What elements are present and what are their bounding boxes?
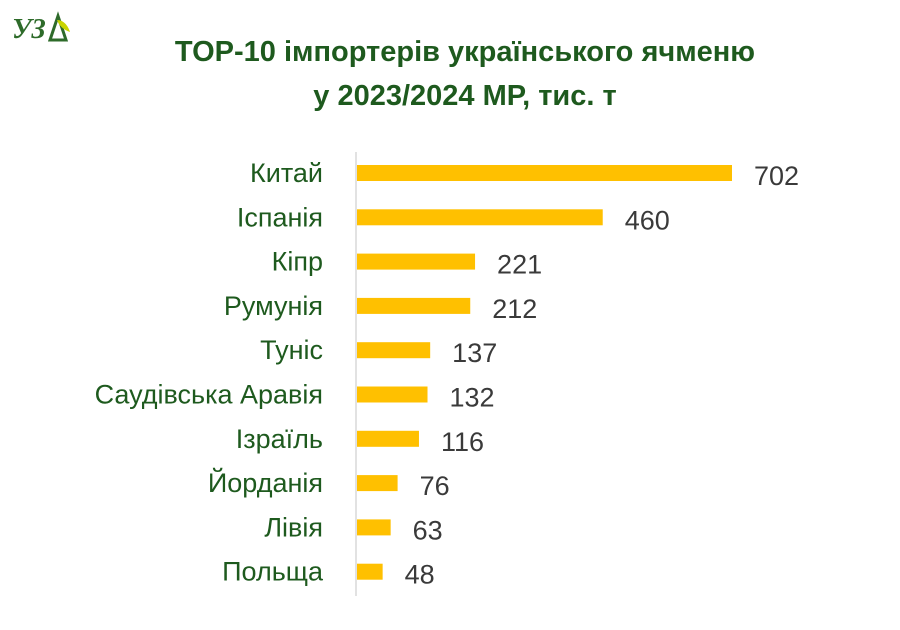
value-label: 702 xyxy=(754,161,799,191)
category-label: Туніс xyxy=(260,335,323,365)
title-line-1: TOP-10 імпортерів українського ячменю xyxy=(174,36,756,68)
category-label: Ізраїль xyxy=(236,424,323,454)
bar xyxy=(357,563,383,580)
category-label: Іспанія xyxy=(237,202,323,232)
value-label: 221 xyxy=(497,250,542,280)
value-label: 76 xyxy=(420,471,450,501)
uza-logo: УЗ xyxy=(12,11,70,45)
value-label: 132 xyxy=(450,383,495,413)
category-label: Польща xyxy=(222,557,324,587)
chart-marks: Китай 702 Іспанія 460 Кіпр 221 Румунія 212 Туніс… xyxy=(95,158,799,590)
bar xyxy=(357,209,603,226)
category-label: Китай xyxy=(250,158,323,188)
bar xyxy=(357,297,471,314)
bar xyxy=(357,253,476,270)
bar xyxy=(357,430,419,447)
chart-title: TOP-10 імпортерів українського ячменю у … xyxy=(90,30,840,118)
category-label: Йорданія xyxy=(208,467,323,498)
bar xyxy=(357,386,428,403)
value-label: 116 xyxy=(441,427,484,457)
title-line-2: у 2023/2024 МР, тис. т xyxy=(313,80,617,112)
value-label: 212 xyxy=(492,294,537,324)
category-label: Кіпр xyxy=(272,247,323,277)
value-label: 460 xyxy=(625,205,670,235)
category-label: Лівія xyxy=(264,512,323,542)
value-label: 48 xyxy=(405,560,435,590)
bar xyxy=(357,342,431,359)
value-label: 137 xyxy=(452,338,497,368)
bar xyxy=(357,519,391,536)
value-label: 63 xyxy=(413,515,443,545)
bar xyxy=(357,475,398,492)
category-label: Саудівська Аравія xyxy=(95,380,323,410)
svg-text:УЗ: УЗ xyxy=(12,14,46,45)
category-label: Румунія xyxy=(224,291,323,321)
bar xyxy=(357,165,732,181)
